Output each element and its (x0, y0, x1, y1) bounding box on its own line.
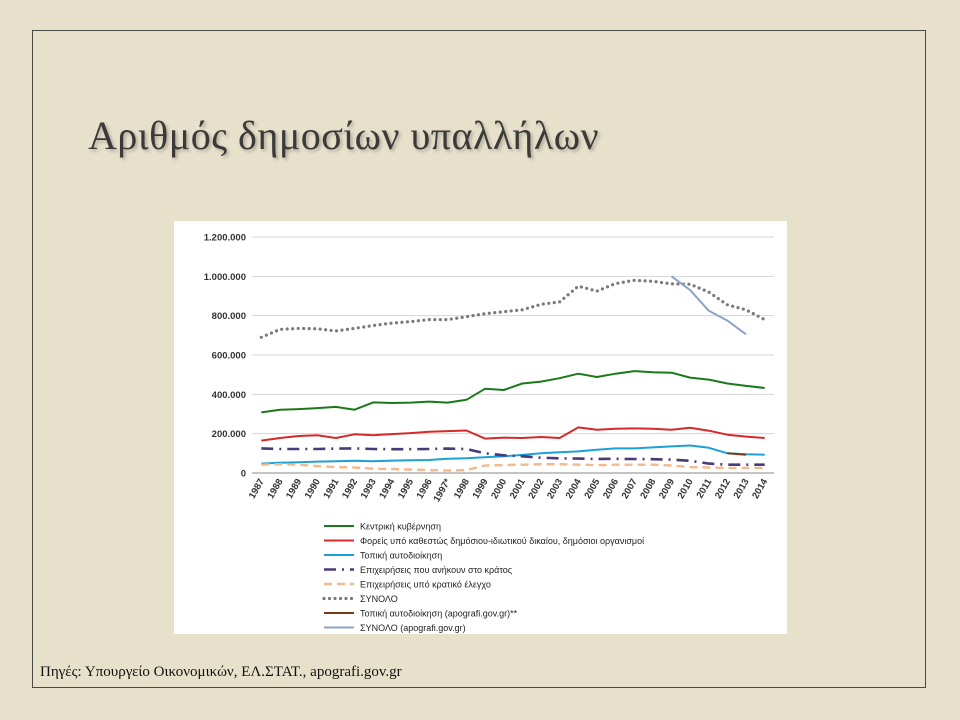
y-tick-label: 600.000 (212, 351, 246, 362)
x-tick-label: 1989 (284, 477, 304, 501)
x-tick-label: 1988 (265, 477, 285, 501)
series-line-1 (261, 426, 765, 442)
x-tick-label: 1999 (471, 477, 491, 501)
series-line-4 (261, 462, 765, 472)
x-tick-label: 1994 (377, 476, 397, 500)
x-tick-label: 2000 (489, 477, 509, 501)
legend-label: Επιχειρήσεις υπό κρατικό έλεγχο (360, 580, 491, 590)
legend-label: ΣΥΝΟΛΟ (apografi.gov.gr) (360, 623, 466, 633)
series-line-0 (261, 370, 765, 414)
x-tick-label: 1992 (340, 477, 360, 501)
x-tick-label: 2007 (620, 477, 640, 501)
x-tick-label: 2011 (695, 476, 715, 500)
x-tick-label: 1987 (247, 477, 267, 501)
x-tick-label: 2002 (526, 477, 546, 501)
x-tick-label: 2001 (508, 476, 528, 500)
x-tick-label: 1998 (452, 477, 472, 501)
x-tick-label: 1995 (396, 476, 416, 500)
y-tick-label: 0 (241, 469, 246, 480)
x-tick-label: 2005 (582, 476, 602, 500)
y-tick-label: 800.000 (212, 311, 246, 322)
slide-title: Αριθμός δημοσίων υπαλλήλων (88, 113, 600, 158)
chart-panel: 0 200.000 400.000 600.000 800.000 1.000.000 1.… (174, 221, 787, 634)
x-tick-label: 2004 (564, 476, 584, 500)
x-tick-label: 1993 (359, 477, 379, 501)
y-tick-label: 1.200.000 (204, 233, 246, 244)
line-chart: 0 200.000 400.000 600.000 800.000 1.000.000 1.… (204, 233, 774, 633)
series-line-6 (727, 452, 747, 456)
legend-label: Φορείς υπό καθεστώς δημόσιου-ιδιωτικού δ… (360, 536, 644, 546)
series-line-3 (261, 447, 765, 466)
x-tick-label: 2012 (713, 477, 733, 501)
y-tick-label: 200.000 (212, 429, 246, 440)
x-tick-label: 2006 (601, 477, 621, 501)
legend-label: ΣΥΝΟΛΟ (360, 594, 398, 604)
legend-label: Τοπική αυτοδιοίκηση (360, 551, 442, 561)
y-tick-label: 400.000 (212, 390, 246, 401)
legend-label: Κεντρική κυβέρνηση (360, 522, 441, 532)
legend-label: Τοπική αυτοδιοίκηση (apografi.gov.gr)** (360, 609, 518, 619)
legend-label: Επιχειρήσεις που ανήκουν στο κράτος (360, 565, 513, 575)
x-tick-label: 2014 (750, 476, 770, 500)
x-tick-label: 1997* (431, 477, 453, 504)
y-tick-label: 1.000.000 (204, 272, 246, 283)
x-tick-label: 1991 (321, 476, 341, 500)
x-tick-label: 2010 (676, 477, 696, 501)
x-tick-label: 2013 (732, 477, 752, 501)
x-tick-label: 2009 (657, 477, 677, 501)
series-line-7 (670, 275, 747, 336)
x-tick-label: 2003 (545, 477, 565, 501)
slide-frame (32, 30, 926, 688)
source-note: Πηγές: Υπουργείο Οικονομικών, ΕΛ.ΣΤΑΤ., … (40, 664, 402, 680)
x-tick-label: 1990 (303, 477, 323, 501)
x-tick-label: 2008 (638, 477, 658, 501)
